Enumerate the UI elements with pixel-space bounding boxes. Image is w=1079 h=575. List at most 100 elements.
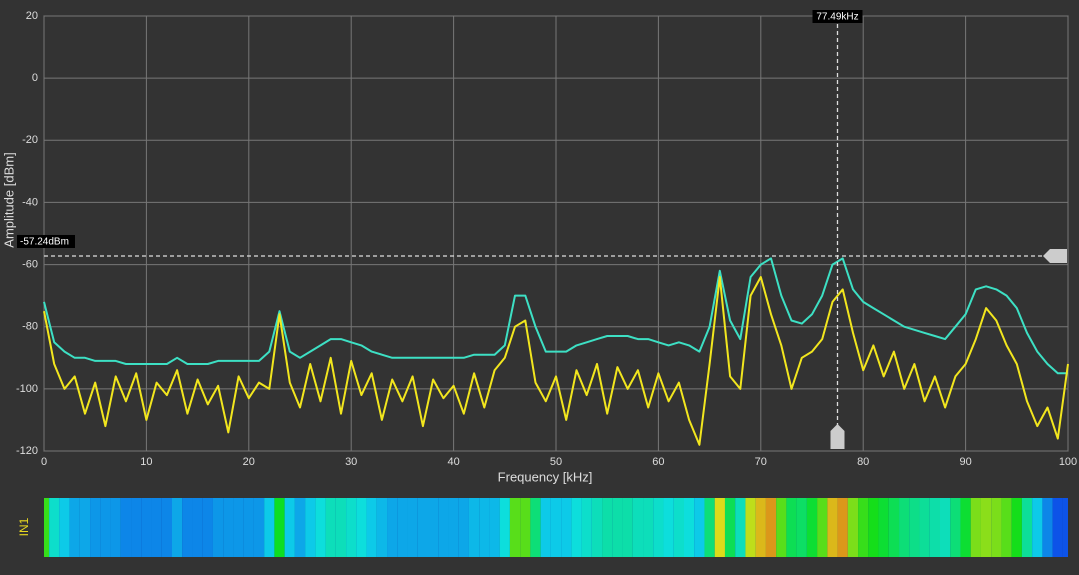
waterfall-column: [540, 498, 551, 557]
waterfall-column: [899, 498, 910, 557]
waterfall-column: [356, 498, 367, 557]
waterfall-column: [499, 498, 510, 557]
waterfall-column: [581, 498, 592, 557]
waterfall-column: [509, 498, 521, 557]
waterfall-column: [44, 498, 50, 557]
waterfall-column: [69, 498, 80, 557]
waterfall-column: [980, 498, 992, 557]
waterfall-column: [346, 498, 357, 557]
waterfall-column: [131, 498, 142, 557]
y-tick-label: 20: [26, 10, 38, 22]
waterfall-column: [59, 498, 70, 557]
waterfall-column: [274, 498, 285, 557]
waterfall-column: [991, 498, 1002, 557]
x-tick-label: 30: [345, 456, 357, 468]
waterfall-column: [878, 498, 889, 557]
waterfall-column: [172, 498, 183, 557]
waterfall-column: [643, 498, 654, 557]
waterfall-column: [1052, 498, 1063, 557]
waterfall-column: [161, 498, 172, 557]
waterfall-column: [837, 498, 848, 557]
waterfall-column: [448, 498, 459, 557]
waterfall-column: [684, 498, 695, 557]
waterfall-column: [182, 498, 193, 557]
x-tick-label: 70: [755, 456, 767, 468]
waterfall-column: [79, 498, 91, 557]
waterfall-column: [1001, 498, 1012, 557]
waterfall-column: [520, 498, 531, 557]
waterfall-column: [417, 498, 428, 557]
x-cursor-label: 77.49kHz: [816, 12, 858, 23]
waterfall-column: [428, 498, 439, 557]
series-line: [43, 257, 1068, 375]
waterfall-column: [724, 498, 736, 557]
x-axis-title: Frequency [kHz]: [498, 469, 593, 484]
y-tick-label: -60: [22, 258, 38, 270]
x-tick-label: 100: [1059, 456, 1077, 468]
waterfall-column: [1062, 498, 1068, 557]
waterfall-column: [233, 498, 244, 557]
waterfall-column: [264, 498, 275, 557]
waterfall-column: [141, 498, 152, 557]
waterfall-column: [632, 498, 644, 557]
waterfall-column: [550, 498, 562, 557]
waterfall-column: [561, 498, 572, 557]
waterfall-column: [253, 498, 265, 557]
waterfall-column: [438, 498, 449, 557]
x-cursor-handle: [830, 424, 845, 449]
waterfall-column: [458, 498, 469, 557]
waterfall-column: [407, 498, 418, 557]
waterfall-column: [888, 498, 900, 557]
waterfall-column: [622, 498, 633, 557]
waterfall-column: [817, 498, 828, 557]
waterfall-column: [243, 498, 254, 557]
waterfall-column: [653, 498, 664, 557]
y-tick-label: -100: [16, 383, 38, 395]
waterfall-column: [868, 498, 879, 557]
waterfall-column: [960, 498, 971, 557]
y-cursor-handle: [1043, 248, 1067, 263]
waterfall-column: [387, 498, 398, 557]
waterfall-column: [1011, 498, 1022, 557]
waterfall-column: [796, 498, 807, 557]
waterfall-column: [847, 498, 859, 557]
waterfall-column: [602, 498, 613, 557]
waterfall-column: [49, 498, 60, 557]
waterfall-column: [151, 498, 162, 557]
series-line: [43, 276, 1069, 446]
waterfall-column: [1032, 498, 1043, 557]
x-tick-label: 20: [243, 456, 255, 468]
waterfall-column: [1021, 498, 1033, 557]
y-tick-label: -40: [22, 196, 38, 208]
waterfall-column: [745, 498, 756, 557]
waterfall-column: [530, 498, 541, 557]
waterfall-column: [919, 498, 930, 557]
x-tick-label: 0: [41, 456, 47, 468]
waterfall-column: [704, 498, 715, 557]
waterfall-column: [571, 498, 582, 557]
y-axis-title: Amplitude [dBm]: [1, 152, 16, 247]
x-cursor-label-bg: [812, 10, 863, 23]
x-tick-label: 80: [857, 456, 869, 468]
waterfall-column: [100, 498, 111, 557]
waterfall-column: [940, 498, 951, 557]
waterfall-column: [468, 498, 480, 557]
waterfall-column: [806, 498, 818, 557]
waterfall-column: [950, 498, 961, 557]
waterfall-column: [776, 498, 787, 557]
y-cursor-label: -57.24dBm: [20, 237, 69, 248]
waterfall-column: [325, 498, 336, 557]
waterfall-column: [612, 498, 623, 557]
waterfall-column: [223, 498, 234, 557]
waterfall-column: [673, 498, 684, 557]
waterfall-column: [929, 498, 940, 557]
waterfall-column: [1042, 498, 1053, 557]
waterfall-column: [765, 498, 777, 557]
waterfall-column: [335, 498, 347, 557]
waterfall-column: [212, 498, 224, 557]
waterfall-column: [694, 498, 705, 557]
waterfall-column: [192, 498, 203, 557]
waterfall-column: [755, 498, 766, 557]
